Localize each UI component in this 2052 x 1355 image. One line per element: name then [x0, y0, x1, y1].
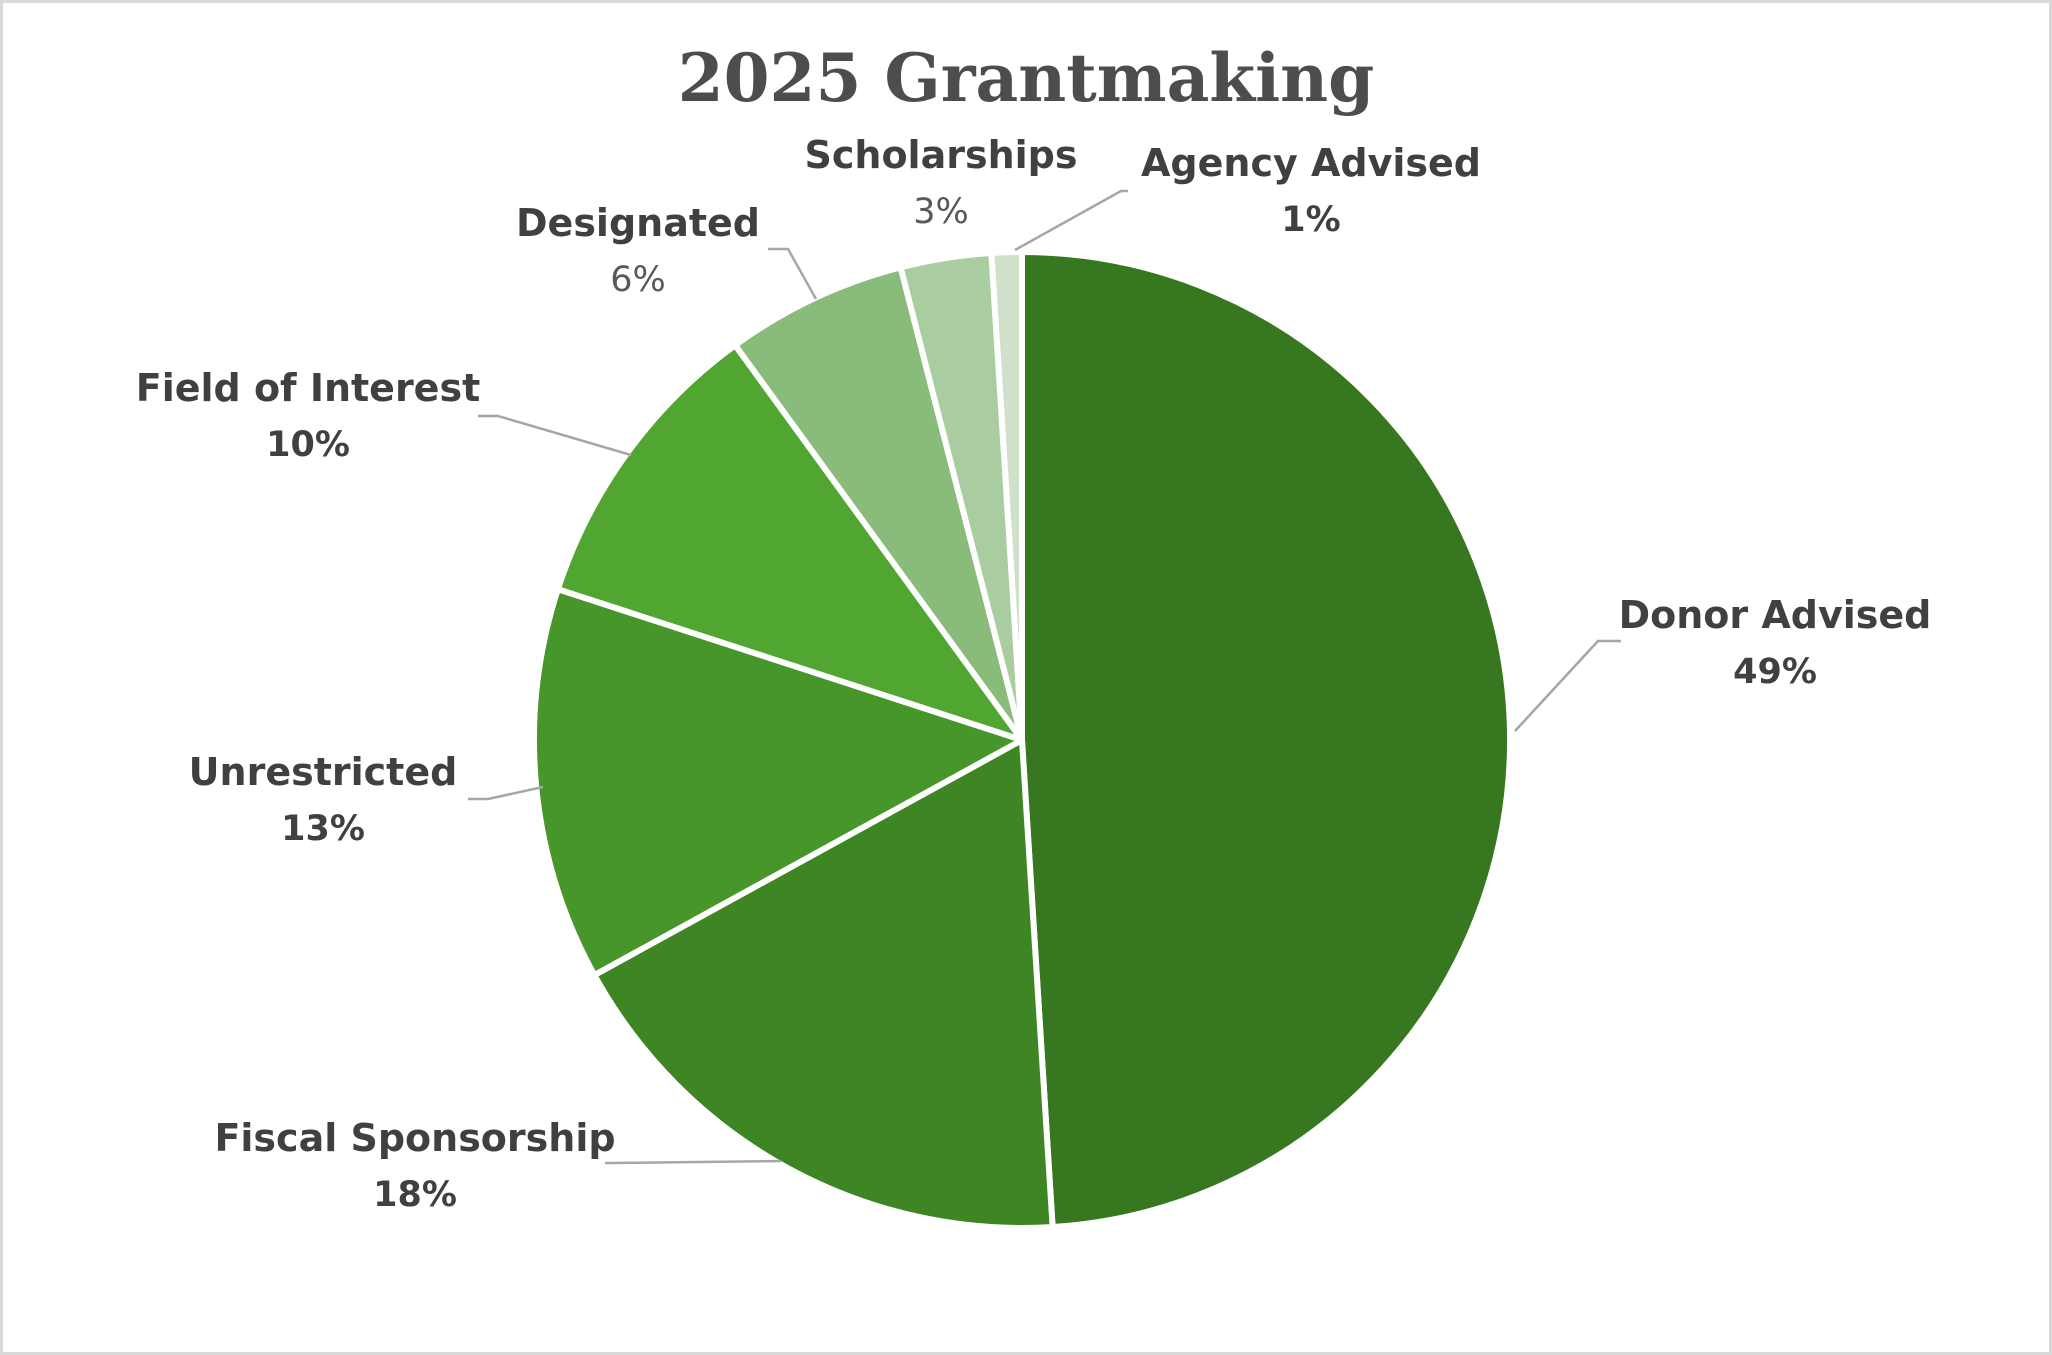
chart-title: 2025 Grantmaking [678, 39, 1375, 117]
pie-slice-donor-advised [1019, 249, 1514, 1231]
leader-line-field-of-interest [478, 414, 632, 457]
leader-line-designated [768, 247, 818, 300]
leader-line-unrestricted [468, 785, 544, 801]
leader-line-agency-advised [1014, 189, 1128, 252]
pie-slice-designated [732, 264, 1025, 743]
data-label-name: Field of Interest [136, 366, 481, 410]
data-label-value: 13% [281, 809, 365, 849]
data-label-name: Agency Advised [1141, 141, 1481, 185]
data-label-value: 49% [1733, 652, 1817, 692]
slices-layer [531, 248, 1514, 1231]
data-label-name: Scholarships [805, 133, 1078, 177]
data-label-value: 1% [1281, 200, 1340, 240]
data-label-value: 6% [610, 260, 666, 300]
leader-line-donor-advised [1514, 639, 1621, 732]
leader-lines [468, 189, 1621, 1165]
pie-chart: 2025 Grantmaking Donor Advised 49% Fiscal … [136, 39, 1932, 1231]
leader-line-fiscal-sponsorship [605, 1159, 782, 1165]
data-label-name: Donor Advised [1619, 593, 1932, 637]
pie-slice-fiscal-sponsorship [591, 737, 1056, 1231]
data-label-value: 3% [913, 192, 969, 232]
data-label-value: 10% [266, 425, 350, 465]
pie-slice-agency-advised [988, 248, 1025, 743]
data-label-name: Unrestricted [189, 750, 458, 794]
data-label-value: 18% [373, 1175, 457, 1215]
data-label-name: Designated [516, 201, 760, 245]
pie-slice-unrestricted [531, 586, 1025, 979]
data-labels: Donor Advised 49% Fiscal Sponsorship 18% Unr… [136, 133, 1932, 1215]
data-label-name: Fiscal Sponsorship [214, 1116, 615, 1160]
